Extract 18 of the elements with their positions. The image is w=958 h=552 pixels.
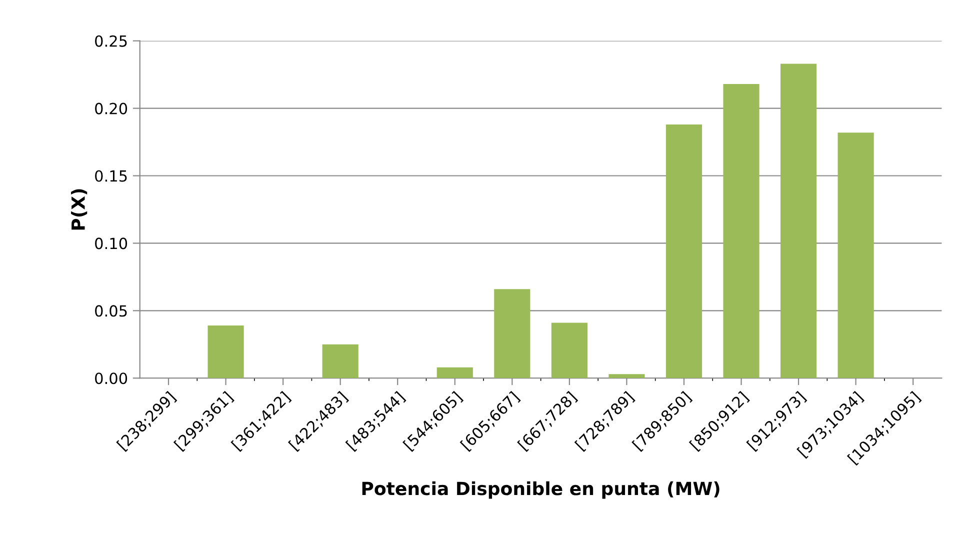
bar [494,289,530,378]
bar [723,84,760,378]
y-tick-label: 0.15 [95,170,127,182]
bar [666,124,702,378]
y-tick-label: 0.00 [95,372,128,384]
y-tick-label: 0.05 [95,305,127,317]
y-tick-label: 0.10 [95,238,128,250]
bar [322,344,358,378]
y-axis-title: P(X) [71,189,88,230]
bar [780,64,817,378]
y-tick-label: 0.25 [95,35,127,47]
bar [436,367,473,378]
bar [551,322,588,378]
y-tick-label: 0.20 [95,102,128,114]
bar [208,326,244,378]
bar [608,374,645,378]
bar [838,132,874,378]
x-axis-title: Potencia Disponible en punta (MW) [362,481,720,499]
